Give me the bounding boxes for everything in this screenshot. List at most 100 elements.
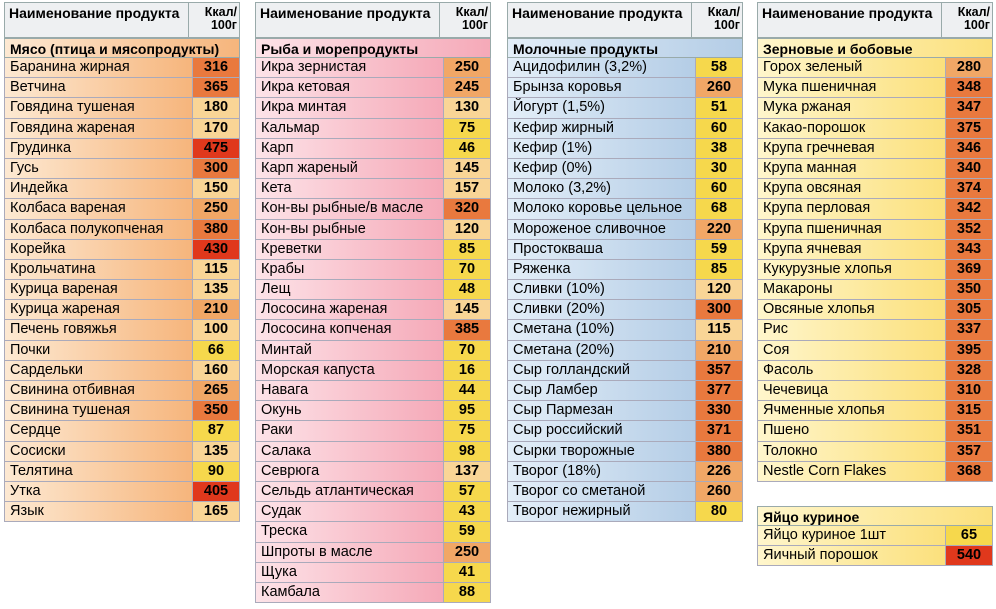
product-name: Молоко (3,2%) <box>508 179 696 199</box>
section-grain: Наименование продукта Ккал/ 100г Зерновые … <box>757 2 993 482</box>
table-row: Грудинка 475 <box>4 138 240 159</box>
kcal-value: 157 <box>444 179 490 199</box>
table-row: Сельдь атлантическая 57 <box>255 481 491 503</box>
table-row: Мука ржаная 347 <box>757 98 993 119</box>
product-name: Ячменные хлопья <box>758 401 946 421</box>
column-header-kcal: Ккал/ 100г <box>957 5 990 32</box>
product-name: Говядина жареная <box>5 118 193 138</box>
section-egg: Яйцо куриное Яйцо куриное 1шт 65 Яичный пор… <box>757 506 993 567</box>
table-row: Почки 66 <box>4 340 240 361</box>
product-name: Грудинка <box>5 138 193 158</box>
kcal-value: 395 <box>946 340 992 360</box>
table-row: Сыр голландский 357 <box>507 360 743 381</box>
product-name: Молоко коровье цельное <box>508 199 696 219</box>
kcal-value: 316 <box>193 58 239 78</box>
kcal-value: 371 <box>696 421 742 441</box>
product-name: Крупа манная <box>758 158 946 179</box>
kcal-value: 38 <box>696 138 742 158</box>
table-row: Камбала 88 <box>255 582 491 604</box>
kcal-value: 145 <box>444 300 490 320</box>
kcal-value: 130 <box>444 98 490 118</box>
product-name: Сельдь атлантическая <box>256 481 444 502</box>
table-header: Наименование продукта Ккал/ 100г <box>507 2 743 38</box>
table-row: Простокваша 59 <box>507 239 743 260</box>
kcal-value: 260 <box>696 78 742 98</box>
product-name: Простокваша <box>508 239 696 259</box>
kcal-value: 405 <box>193 481 239 502</box>
kcal-value: 44 <box>444 381 490 401</box>
kcal-value: 250 <box>444 542 490 562</box>
kcal-value: 330 <box>696 401 742 421</box>
kcal-value: 226 <box>696 461 742 481</box>
product-name: Сыр голландский <box>508 360 696 380</box>
kcal-value: 60 <box>696 118 742 138</box>
product-name: Какао-порошок <box>758 118 946 138</box>
kcal-value: 342 <box>946 199 992 219</box>
kcal-value: 300 <box>193 158 239 179</box>
kcal-value: 75 <box>444 118 490 138</box>
kcal-value: 57 <box>444 481 490 502</box>
kcal-value: 245 <box>444 78 490 98</box>
category-title: Рыба и морепродукты <box>255 38 491 58</box>
table-row: Ветчина 365 <box>4 78 240 99</box>
table-row: Сливки (10%) 120 <box>507 280 743 301</box>
product-name: Сыр российский <box>508 421 696 441</box>
table-row: Свинина тушеная 350 <box>4 401 240 422</box>
kcal-value: 160 <box>193 360 239 380</box>
product-name: Сердце <box>5 421 193 441</box>
kcal-value: 170 <box>193 118 239 138</box>
section-meat: Наименование продукта Ккал/ 100г Мясо (пти… <box>4 2 240 523</box>
table-row: Сливки (20%) 300 <box>507 300 743 321</box>
product-name: Крупа перловая <box>758 199 946 219</box>
kcal-value: 90 <box>193 461 239 481</box>
kcal-value: 58 <box>696 58 742 78</box>
kcal-value: 70 <box>444 340 490 360</box>
product-name: Кефир (0%) <box>508 158 696 179</box>
kcal-value: 365 <box>193 78 239 98</box>
table-row: Кефир жирный 60 <box>507 118 743 139</box>
kcal-value: 357 <box>696 360 742 380</box>
product-name: Свинина отбивная <box>5 381 193 401</box>
kcal-value: 100 <box>193 320 239 340</box>
section-fish: Наименование продукта Ккал/ 100г Рыба и мо… <box>255 2 491 604</box>
category-title: Молочные продукты <box>507 38 743 58</box>
kcal-value: 348 <box>946 78 992 98</box>
table-row: Говядина тушеная 180 <box>4 98 240 119</box>
table-row: Крупа пшеничная 352 <box>757 219 993 240</box>
product-name: Овсяные хлопья <box>758 300 946 320</box>
product-name: Сыр Ламбер <box>508 381 696 401</box>
column-header-kcal: Ккал/ 100г <box>455 5 488 32</box>
kcal-value: 540 <box>946 546 992 566</box>
product-name: Пшено <box>758 421 946 441</box>
product-name: Курица жареная <box>5 300 193 320</box>
kcal-value: 115 <box>696 320 742 340</box>
kcal-value: 475 <box>193 138 239 158</box>
product-name: Судак <box>256 502 444 522</box>
kcal-value: 375 <box>946 118 992 138</box>
kcal-value: 315 <box>946 401 992 421</box>
product-name: Сметана (20%) <box>508 340 696 360</box>
kcal-value: 135 <box>193 280 239 300</box>
table-row: Индейка 150 <box>4 179 240 200</box>
kcal-value: 85 <box>696 259 742 280</box>
product-name: Курица вареная <box>5 280 193 300</box>
product-name: Кефир (1%) <box>508 138 696 158</box>
kcal-value: 135 <box>193 441 239 461</box>
table-row: Чечевица 310 <box>757 381 993 402</box>
kcal-value: 265 <box>193 381 239 401</box>
product-name: Сосиски <box>5 441 193 461</box>
product-name: Морская капуста <box>256 360 444 380</box>
table-row: Морская капуста 16 <box>255 360 491 381</box>
kcal-value: 374 <box>946 179 992 199</box>
table-row: Карп жареный 145 <box>255 158 491 180</box>
table-row: Йогурт (1,5%) 51 <box>507 98 743 119</box>
product-name: Лососина копченая <box>256 320 444 340</box>
kcal-value: 150 <box>193 179 239 199</box>
table-row: Сметана (10%) 115 <box>507 320 743 341</box>
product-name: Ветчина <box>5 78 193 98</box>
table-row: Ячменные хлопья 315 <box>757 401 993 422</box>
product-name: Сливки (20%) <box>508 300 696 320</box>
table-row: Икра минтая 130 <box>255 98 491 119</box>
kcal-value: 120 <box>444 219 490 239</box>
kcal-value: 59 <box>444 522 490 542</box>
